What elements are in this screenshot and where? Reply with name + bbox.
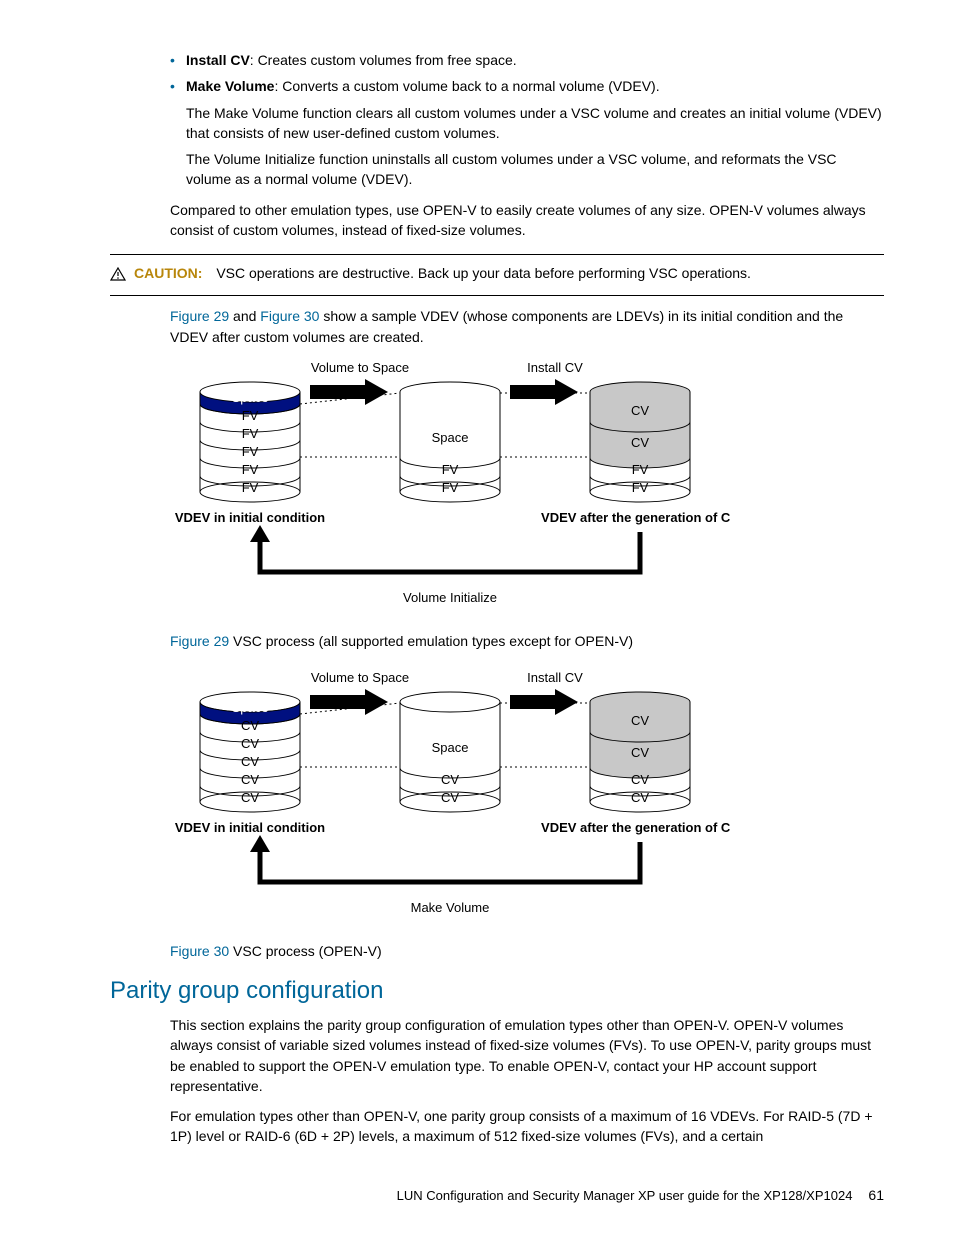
bullet-install-cv: Install CV: Creates custom volumes from … <box>170 50 884 70</box>
divider <box>110 254 884 255</box>
bullet-label: Install CV <box>186 52 250 68</box>
figure-30: Volume to Space Install CV Space CV C <box>170 667 884 937</box>
row: FV <box>242 426 259 441</box>
row: CV <box>241 736 259 751</box>
paragraph-parity-2: For emulation types other than OPEN-V, o… <box>170 1106 884 1147</box>
row: FV <box>442 462 459 477</box>
bullet-detail: The Volume Initialize function uninstall… <box>186 149 884 190</box>
row: CV <box>631 745 649 760</box>
row: CV <box>441 772 459 787</box>
arrow-vol-to-space <box>310 689 388 715</box>
row: FV <box>632 462 649 477</box>
row: FV <box>442 480 459 495</box>
paragraph-fig-intro: Figure 29 and Figure 30 show a sample VD… <box>170 306 884 347</box>
row: FV <box>242 480 259 495</box>
caption-right: VDEV after the generation of CV <box>541 820 730 835</box>
label-install-cv: Install CV <box>527 670 583 685</box>
figure-link-29[interactable]: Figure 29 <box>170 308 229 324</box>
row: FV <box>632 480 649 495</box>
caption-right: VDEV after the generation of CV <box>541 510 730 525</box>
paragraph-parity-1: This section explains the parity group c… <box>170 1015 884 1096</box>
row: CV <box>631 435 649 450</box>
label-vol-to-space: Volume to Space <box>311 360 409 375</box>
row: CV <box>441 790 459 805</box>
footer-title: LUN Configuration and Security Manager X… <box>397 1188 853 1203</box>
figure-number: Figure 29 <box>170 633 229 649</box>
row: CV <box>631 403 649 418</box>
section-heading-parity: Parity group configuration <box>110 977 884 1005</box>
figure-29: Volume to Space Install CV Space <box>170 357 884 627</box>
text: and <box>229 308 260 324</box>
label-vol-to-space: Volume to Space <box>311 670 409 685</box>
figure-30-caption: Figure 30 VSC process (OPEN-V) <box>170 943 884 959</box>
cylinder-left: Space CV CV CV CV CV <box>200 692 300 812</box>
caution-text-wrap: CAUTION: VSC operations are destructive.… <box>134 265 751 281</box>
page-footer: LUN Configuration and Security Manager X… <box>110 1187 884 1203</box>
label-make-volume: Make Volume <box>411 900 490 915</box>
label-space: Space <box>232 390 269 405</box>
document-page: Install CV: Creates custom volumes from … <box>0 0 954 1243</box>
row: CV <box>241 718 259 733</box>
label-vol-initialize: Volume Initialize <box>403 590 497 605</box>
arrow-vol-initialize <box>250 525 640 572</box>
arrow-vol-to-space <box>310 379 388 405</box>
figure-link-30[interactable]: Figure 30 <box>260 308 319 324</box>
caution-label: CAUTION: <box>134 265 202 281</box>
bullet-text: : Converts a custom volume back to a nor… <box>274 78 659 94</box>
bullet-label: Make Volume <box>186 78 274 94</box>
row: FV <box>242 408 259 423</box>
row: CV <box>241 790 259 805</box>
arrow-install-cv <box>510 379 578 405</box>
cylinder-left: Space FV FV FV FV FV <box>200 382 300 502</box>
row: FV <box>242 444 259 459</box>
label-space: Space <box>232 700 269 715</box>
footer-page-number: 61 <box>868 1187 884 1203</box>
label-space: Space <box>432 430 469 445</box>
bullet-detail: The Make Volume function clears all cust… <box>186 103 884 144</box>
label-space: Space <box>432 740 469 755</box>
figure-caption-text: VSC process (all supported emulation typ… <box>229 633 633 649</box>
paragraph-compare: Compared to other emulation types, use O… <box>170 200 884 241</box>
bullet-text: : Creates custom volumes from free space… <box>250 52 517 68</box>
row: FV <box>242 462 259 477</box>
row: CV <box>631 713 649 728</box>
figure-number: Figure 30 <box>170 943 229 959</box>
bullet-list: Install CV: Creates custom volumes from … <box>110 50 884 190</box>
row: CV <box>241 772 259 787</box>
cylinder-mid: Space CV CV <box>400 692 500 812</box>
row: CV <box>631 790 649 805</box>
warning-icon <box>110 267 126 281</box>
divider <box>110 295 884 296</box>
figure-30-svg: Volume to Space Install CV Space CV C <box>170 667 730 937</box>
caption-left: VDEV in initial condition <box>175 820 325 835</box>
caption-left: VDEV in initial condition <box>175 510 325 525</box>
caution-block: CAUTION: VSC operations are destructive.… <box>110 265 884 281</box>
caution-text: VSC operations are destructive. Back up … <box>216 265 751 281</box>
figure-caption-text: VSC process (OPEN-V) <box>229 943 381 959</box>
row: CV <box>241 754 259 769</box>
label-install-cv: Install CV <box>527 360 583 375</box>
cylinder-mid: Space FV FV <box>400 382 500 502</box>
figure-29-caption: Figure 29 VSC process (all supported emu… <box>170 633 884 649</box>
cylinder-right: CV CV CV CV <box>590 692 690 812</box>
arrow-make-volume <box>250 835 640 882</box>
cylinder-right: CV CV FV FV <box>590 382 690 502</box>
arrow-install-cv <box>510 689 578 715</box>
row: CV <box>631 772 649 787</box>
figure-29-svg: Volume to Space Install CV Space <box>170 357 730 627</box>
bullet-make-volume: Make Volume: Converts a custom volume ba… <box>170 76 884 189</box>
